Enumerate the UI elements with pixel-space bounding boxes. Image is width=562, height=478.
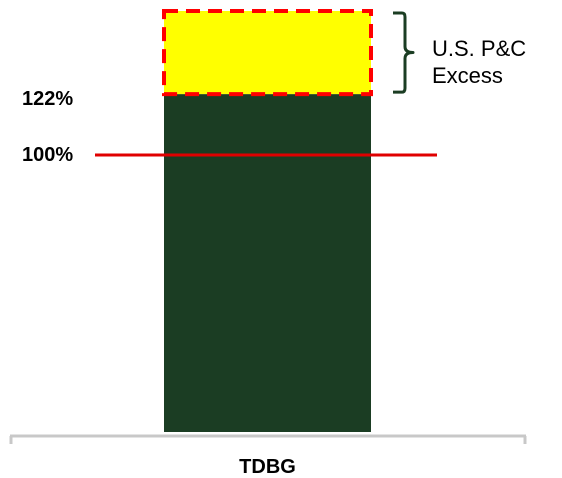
bar-excess-segment	[162, 9, 373, 97]
excess-annotation-label: U.S. P&C Excess	[432, 35, 526, 89]
bar-tdbg	[164, 94, 371, 432]
brace-icon	[393, 11, 415, 94]
excess-annotation-line-2: Excess	[432, 63, 503, 88]
value-label-122: 122%	[22, 88, 74, 111]
category-label: TDBG	[239, 456, 296, 478]
excess-annotation-line-1: U.S. P&C	[432, 36, 527, 61]
reference-line-label: 100%	[22, 144, 74, 167]
